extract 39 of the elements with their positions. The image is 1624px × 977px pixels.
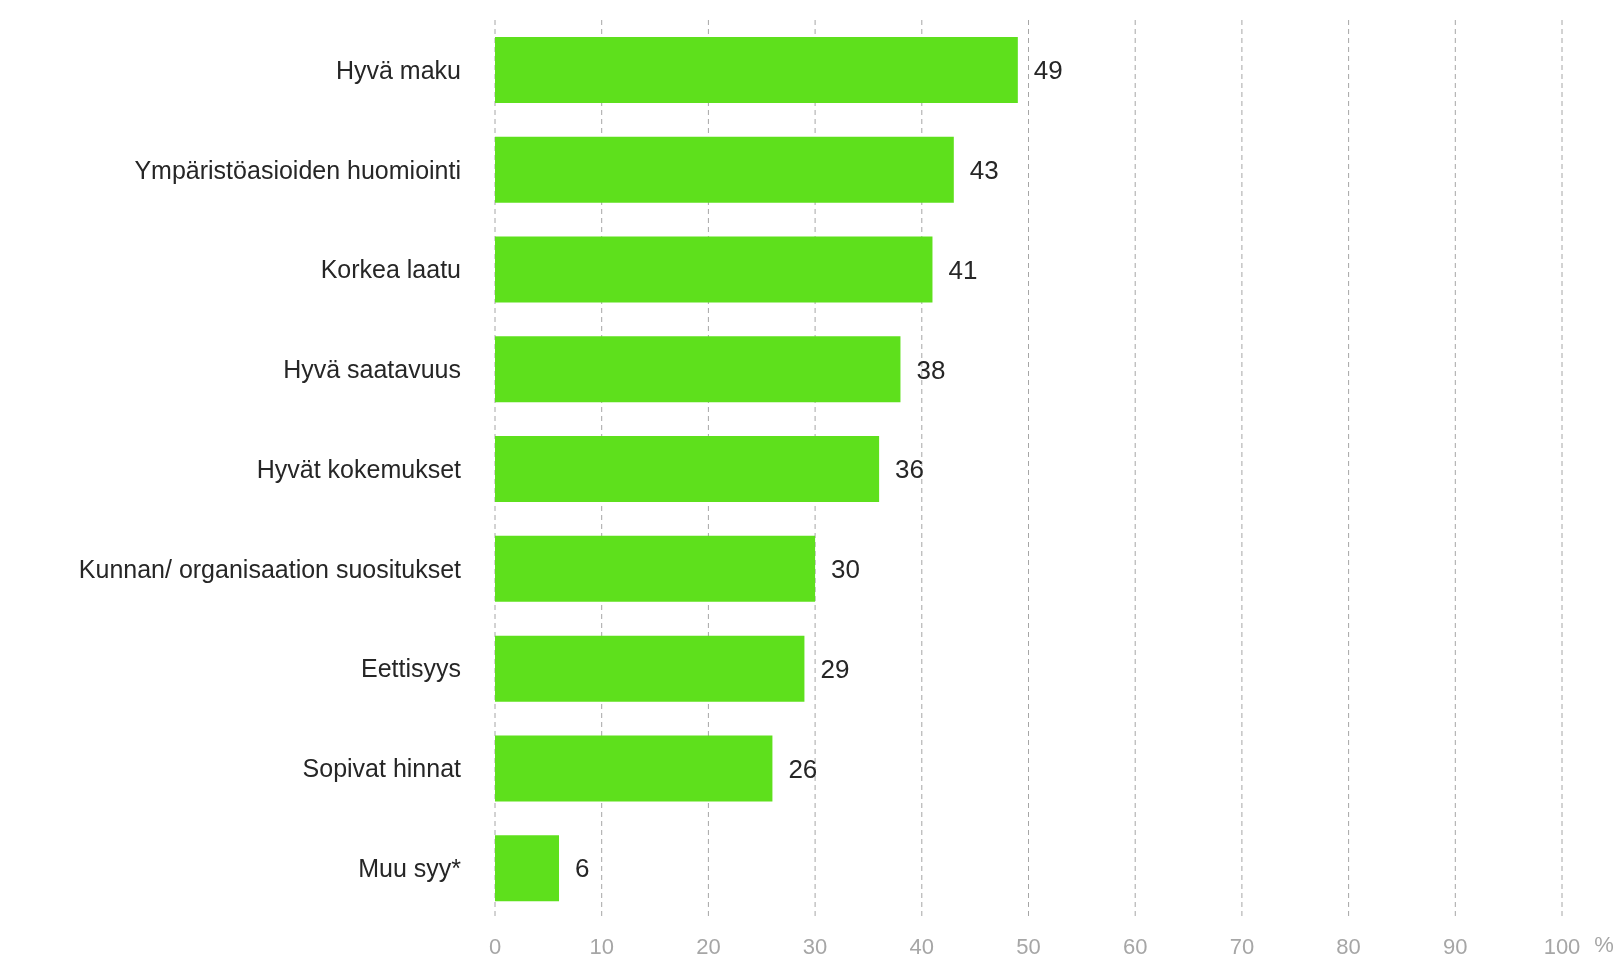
data-label: 41 <box>948 254 978 285</box>
y-tick-label: Korkea laatu <box>320 255 461 284</box>
y-tick-label: Sopivat hinnat <box>302 754 462 783</box>
x-tick-label: 20 <box>696 933 721 959</box>
y-tick-label: Kunnan/ organisaation suositukset <box>78 554 462 583</box>
data-label: 6 <box>575 853 590 884</box>
data-label: 30 <box>831 554 861 585</box>
bar <box>495 336 901 403</box>
y-tick-label: Eettisyys <box>360 654 461 683</box>
bar <box>495 136 954 203</box>
data-label: 49 <box>1033 55 1063 86</box>
y-tick-label: Ympäristöasioiden huomiointi <box>134 155 461 184</box>
bar <box>495 735 773 802</box>
x-tick-label: 80 <box>1336 933 1361 959</box>
y-tick-label: Hyvä saatavuus <box>283 355 461 384</box>
bar <box>495 436 880 503</box>
x-tick-label: 70 <box>1229 933 1255 959</box>
data-label: 29 <box>820 653 850 684</box>
data-label: 36 <box>895 454 925 485</box>
x-tick-label: 100 <box>1543 933 1581 959</box>
x-tick-label: 60 <box>1122 933 1148 959</box>
bar <box>495 36 1018 103</box>
bar <box>495 236 933 303</box>
bar <box>495 835 560 902</box>
x-tick-label: 0 <box>488 933 502 959</box>
bar <box>495 635 805 702</box>
y-tick-label: Muu syy* <box>358 853 462 882</box>
x-tick-label: 10 <box>589 933 614 959</box>
y-tick-label: Hyvät kokemukset <box>256 454 462 483</box>
y-tick-label: Hyvä maku <box>335 55 461 84</box>
x-tick-label: 30 <box>802 933 828 959</box>
x-tick-label: 50 <box>1016 933 1041 959</box>
x-tick-label: 40 <box>909 933 935 959</box>
data-label: 26 <box>788 753 818 784</box>
x-tick-label: 90 <box>1443 933 1468 959</box>
x-axis-title: % <box>1594 932 1614 957</box>
data-label: 38 <box>916 354 946 385</box>
bar <box>495 535 816 602</box>
data-label: 43 <box>969 154 999 185</box>
